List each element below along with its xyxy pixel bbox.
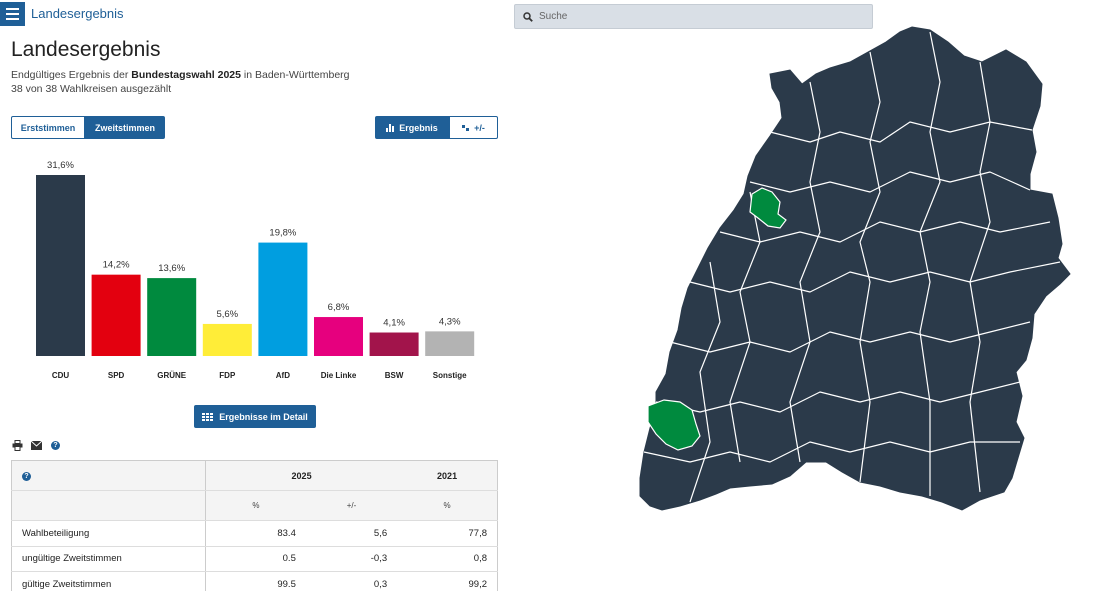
print-icon[interactable] bbox=[12, 440, 23, 451]
bar-category-label: FDP bbox=[219, 371, 236, 380]
bar-category-label: AfD bbox=[276, 371, 290, 380]
erststimmen-button[interactable]: Erststimmen bbox=[11, 116, 85, 139]
bar-value-label: 5,6% bbox=[216, 309, 238, 320]
row-diff: -0,3 bbox=[305, 546, 398, 572]
bar-value-label: 4,1% bbox=[383, 318, 405, 329]
table-row: gültige Zweitstimmen 99.5 0,3 99,2 bbox=[11, 571, 498, 591]
bar-category-label: Sonstige bbox=[433, 371, 467, 380]
help-icon[interactable]: ? bbox=[50, 440, 61, 451]
row-value-2021: 0,8 bbox=[397, 546, 498, 572]
bar-spd[interactable] bbox=[91, 274, 141, 356]
bar-category-label: BSW bbox=[385, 371, 404, 380]
constituency-highlight-north[interactable] bbox=[749, 187, 787, 229]
zweitstimmen-button[interactable]: Zweitstimmen bbox=[85, 116, 165, 139]
diff-label: +/- bbox=[474, 122, 485, 133]
diff-chart-icon bbox=[462, 124, 470, 131]
results-table: ? 2025 2021 % +/- % Wahlbeteiligung 83.4… bbox=[11, 460, 498, 591]
table-help-icon[interactable]: ? bbox=[22, 472, 31, 481]
tool-icons: ? bbox=[12, 440, 61, 451]
header-pct-2021: % bbox=[397, 490, 498, 521]
bar-cdu[interactable] bbox=[36, 175, 85, 356]
row-value-2025: 0.5 bbox=[205, 546, 306, 572]
top-bar-title[interactable]: Landesergebnis bbox=[31, 6, 124, 21]
row-diff: 5,6 bbox=[305, 520, 398, 547]
row-value-2021: 99,2 bbox=[397, 571, 498, 591]
bar-value-label: 14,2% bbox=[103, 260, 130, 271]
bar-fdp[interactable] bbox=[202, 323, 252, 356]
row-label: gültige Zweitstimmen bbox=[11, 571, 206, 591]
bar-category-label: Die Linke bbox=[321, 371, 357, 380]
constituency-map[interactable] bbox=[630, 22, 1080, 532]
row-diff: 0,3 bbox=[305, 571, 398, 591]
bar-value-label: 13,6% bbox=[158, 263, 185, 274]
vote-type-toggle: Erststimmen Zweitstimmen bbox=[11, 116, 165, 139]
bar-chart-icon bbox=[386, 123, 395, 132]
header-pct-2025: % bbox=[205, 490, 306, 521]
blank-header-cell bbox=[11, 490, 206, 521]
table-header-years: ? 2025 2021 bbox=[11, 460, 498, 491]
details-button-label: Ergebnisse im Detail bbox=[219, 411, 308, 422]
bar-category-label: SPD bbox=[108, 371, 125, 380]
diff-button[interactable]: +/- bbox=[449, 116, 498, 139]
ergebnis-label: Ergebnis bbox=[399, 122, 438, 133]
search-input[interactable] bbox=[539, 11, 859, 22]
result-bar-chart: 31,6% CDU 14,2% SPD 13,6% GRÜNE 5,6% FDP 19,8% Af… bbox=[36, 160, 475, 380]
subtitle-election: Bundestagswahl 2025 bbox=[131, 69, 241, 81]
bar-grüne[interactable] bbox=[147, 278, 197, 356]
bar-category-label: CDU bbox=[52, 371, 70, 380]
table-icon bbox=[202, 412, 214, 421]
details-button[interactable]: Ergebnisse im Detail bbox=[194, 405, 316, 428]
page-subtitle: Endgültiges Ergebnis der Bundestagswahl … bbox=[11, 68, 350, 96]
row-label: ungültige Zweitstimmen bbox=[11, 546, 206, 572]
bar-value-label: 4,3% bbox=[439, 316, 461, 327]
table-row: Wahlbeteiligung 83.4 5,6 77,8 bbox=[11, 520, 498, 547]
table-help-cell[interactable]: ? bbox=[11, 460, 206, 491]
bar-value-label: 31,6% bbox=[47, 160, 74, 171]
row-value-2021: 77,8 bbox=[397, 520, 498, 547]
subtitle-pre: Endgültiges Ergebnis der bbox=[11, 69, 132, 81]
table-header-units: % +/- % bbox=[11, 490, 498, 521]
bar-sonstige[interactable] bbox=[425, 331, 475, 356]
bar-afd[interactable] bbox=[258, 242, 308, 356]
page-title: Landesergebnis bbox=[11, 38, 161, 61]
bar-bsw[interactable] bbox=[369, 332, 419, 356]
bar-die-linke[interactable] bbox=[314, 317, 363, 356]
hamburger-menu-icon[interactable] bbox=[0, 2, 25, 26]
row-value-2025: 83.4 bbox=[205, 520, 306, 547]
subtitle-post: in Baden-Württemberg bbox=[240, 69, 350, 81]
constituency-highlight-south[interactable] bbox=[647, 399, 701, 451]
header-2025: 2025 bbox=[205, 460, 398, 491]
search-icon bbox=[523, 11, 533, 22]
state-outline bbox=[639, 26, 1071, 511]
search-bar[interactable] bbox=[514, 4, 873, 29]
mail-icon[interactable] bbox=[31, 440, 42, 451]
header-2021: 2021 bbox=[397, 460, 498, 491]
bar-category-label: GRÜNE bbox=[157, 371, 187, 380]
ergebnis-button[interactable]: Ergebnis bbox=[375, 116, 449, 139]
bar-value-label: 6,8% bbox=[328, 302, 350, 313]
constituency-borders bbox=[643, 31, 1061, 503]
help-symbol: ? bbox=[51, 441, 60, 450]
view-toggle: Ergebnis +/- bbox=[375, 116, 498, 139]
table-row: ungültige Zweitstimmen 0.5 -0,3 0,8 bbox=[11, 546, 498, 572]
bar-value-label: 19,8% bbox=[269, 228, 296, 239]
row-label: Wahlbeteiligung bbox=[11, 520, 206, 547]
header-diff: +/- bbox=[305, 490, 398, 521]
row-value-2025: 99.5 bbox=[205, 571, 306, 591]
top-bar: Landesergebnis bbox=[0, 0, 505, 28]
counted-status: 38 von 38 Wahlkreisen ausgezählt bbox=[11, 83, 172, 95]
